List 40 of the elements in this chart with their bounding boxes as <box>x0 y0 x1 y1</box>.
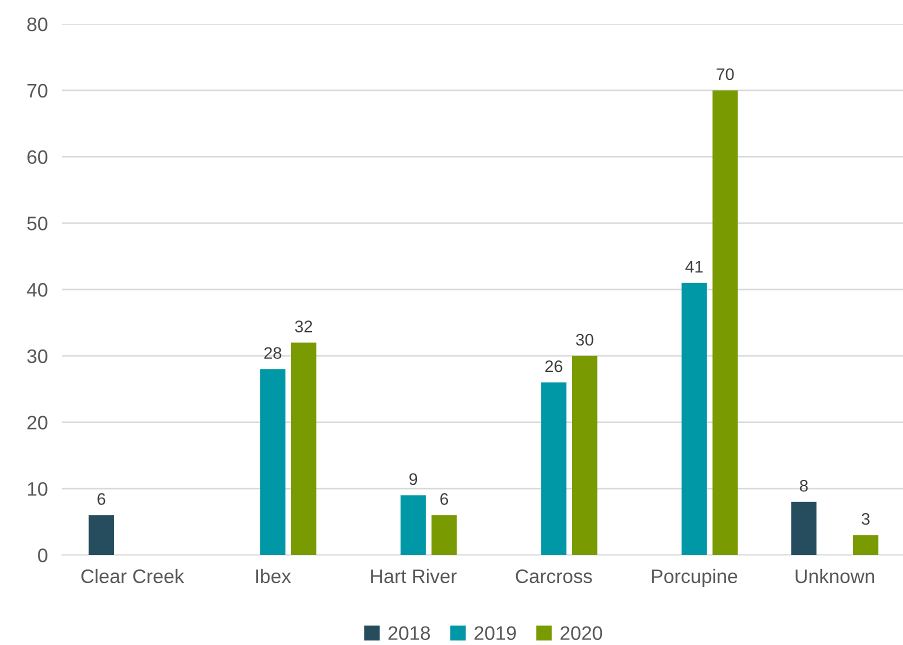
bar <box>541 382 566 555</box>
legend-label: 2018 <box>388 626 430 640</box>
bar <box>682 282 707 555</box>
x-tick-label: Porcupine <box>652 568 738 588</box>
y-tick-label: 10 <box>28 482 48 496</box>
bar <box>432 515 457 555</box>
y-tick-label: 20 <box>27 416 48 430</box>
x-tick-label: Ibex <box>256 568 291 584</box>
y-tick-label: 60 <box>27 150 48 164</box>
data-label: 6 <box>440 493 448 505</box>
data-label: 6 <box>98 493 106 505</box>
bar <box>291 342 316 555</box>
x-tick-label: Hart River <box>371 568 457 584</box>
y-tick-label: 40 <box>26 282 48 297</box>
y-tick-label: 30 <box>27 349 48 364</box>
y-tick-label: 50 <box>27 216 48 230</box>
data-label: 41 <box>685 260 703 272</box>
y-tick-label: 0 <box>38 548 48 562</box>
bar <box>712 90 738 555</box>
bar <box>853 535 878 555</box>
data-label: 30 <box>576 334 594 346</box>
y-tick-label: 70 <box>27 84 48 98</box>
x-tick-label: Unknown <box>796 568 874 584</box>
bar <box>572 356 598 555</box>
x-tick-label: Clear Creek <box>81 568 184 584</box>
bar <box>260 369 286 555</box>
data-label: 3 <box>862 513 870 525</box>
data-label: 28 <box>264 347 282 359</box>
bar <box>791 502 816 555</box>
data-label: 26 <box>545 360 562 372</box>
data-label: 8 <box>800 480 808 492</box>
y-tick-label: 80 <box>27 17 48 32</box>
data-label: 32 <box>295 320 312 332</box>
legend-label: 2019 <box>474 626 516 640</box>
legend-label: 2020 <box>560 626 602 640</box>
bar <box>88 515 114 555</box>
data-label: 9 <box>409 473 418 486</box>
data-label: 70 <box>716 68 734 80</box>
x-tick-label: Carcross <box>516 569 592 584</box>
bar <box>400 495 426 555</box>
